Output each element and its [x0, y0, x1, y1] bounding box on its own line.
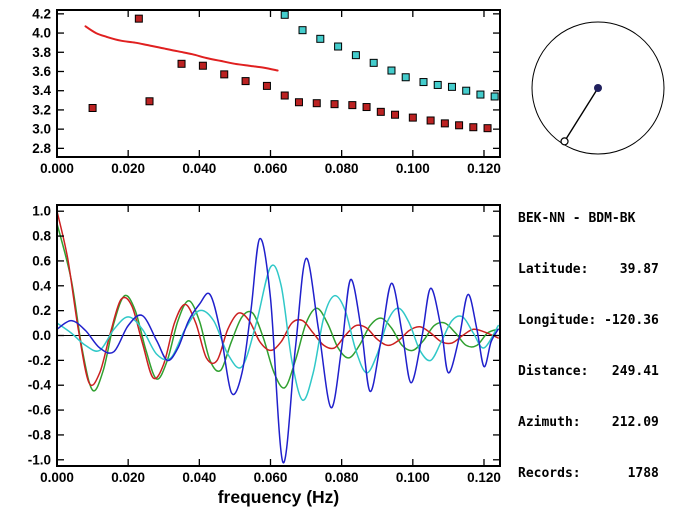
svg-text:0.120: 0.120 — [467, 161, 501, 176]
series-green-trace — [57, 222, 499, 392]
svg-text:0.000: 0.000 — [40, 470, 74, 485]
plot-frame — [56, 9, 501, 158]
svg-text:0.060: 0.060 — [254, 161, 288, 176]
distance-line: Distance: 249.41 — [518, 364, 659, 379]
records-line: Records: 1788 — [518, 466, 659, 481]
series-red-trace — [57, 210, 499, 387]
station-marker — [560, 137, 569, 146]
svg-text:0.020: 0.020 — [111, 470, 145, 485]
svg-text:-0.8: -0.8 — [28, 427, 52, 442]
series-blue-trace — [57, 237, 499, 464]
series-cyan-trace — [57, 264, 499, 401]
series-measured-group-velocity — [88, 14, 492, 133]
azimuth-compass — [531, 21, 665, 155]
svg-text:0.000: 0.000 — [40, 161, 74, 176]
svg-text:4.0: 4.0 — [32, 26, 51, 41]
svg-text:-1.0: -1.0 — [28, 452, 51, 467]
axis-labels: 0.000 0.020 0.040 0.060 0.080 0.100 0.120 2.8 3.… — [32, 6, 501, 176]
svg-text:2.8: 2.8 — [32, 141, 51, 156]
svg-text:0.040: 0.040 — [182, 161, 216, 176]
svg-text:0.080: 0.080 — [325, 470, 359, 485]
series-layer — [57, 210, 499, 464]
svg-text:0.100: 0.100 — [396, 470, 430, 485]
station-pair-title: BEK-NN - BDM-BK — [518, 211, 636, 226]
svg-text:3.8: 3.8 — [32, 45, 51, 60]
longitude-line: Longitude: -120.36 — [518, 313, 659, 328]
svg-text:0.8: 0.8 — [32, 229, 51, 244]
svg-text:3.2: 3.2 — [32, 102, 51, 117]
svg-text:0.060: 0.060 — [254, 470, 288, 485]
x-axis-title: frequency (Hz) — [218, 487, 340, 507]
svg-text:0.080: 0.080 — [325, 161, 359, 176]
svg-text:0.0: 0.0 — [32, 328, 51, 343]
station-info-panel: BEK-NN - BDM-BK Latitude: 39.87 Longitud… — [518, 176, 659, 516]
origin-dot — [594, 84, 602, 92]
series-reference-dispersion-curve — [84, 25, 279, 72]
svg-text:3.6: 3.6 — [32, 64, 51, 79]
svg-text:1.0: 1.0 — [32, 204, 51, 219]
svg-text:0.4: 0.4 — [32, 278, 51, 293]
svg-text:-0.4: -0.4 — [28, 378, 52, 393]
axis-ticks — [56, 205, 500, 466]
series-layer — [84, 10, 499, 133]
latitude-line: Latitude: 39.87 — [518, 262, 659, 277]
azimuth-ray — [563, 87, 599, 142]
svg-text:0.6: 0.6 — [32, 253, 51, 268]
svg-text:0.020: 0.020 — [111, 161, 145, 176]
svg-text:-0.2: -0.2 — [28, 353, 51, 368]
svg-text:-0.6: -0.6 — [28, 403, 52, 418]
svg-text:4.2: 4.2 — [32, 6, 51, 21]
svg-text:0.120: 0.120 — [467, 470, 501, 485]
compass-circle — [531, 21, 665, 155]
dispersion-velocity-chart: 0.000 0.020 0.040 0.060 0.080 0.100 0.120 2.8 3.… — [32, 6, 501, 176]
svg-text:3.0: 3.0 — [32, 122, 51, 137]
axis-labels: 0.000 0.020 0.040 0.060 0.080 0.100 0.120 -1.0 -… — [28, 204, 501, 507]
svg-text:0.100: 0.100 — [396, 161, 430, 176]
svg-text:0.040: 0.040 — [182, 470, 216, 485]
axis-ticks — [56, 10, 500, 157]
svg-text:0.2: 0.2 — [32, 303, 51, 318]
series-predicted-group-velocity — [280, 10, 499, 101]
svg-text:3.4: 3.4 — [32, 83, 51, 98]
correlation-waveform-chart: 0.000 0.020 0.040 0.060 0.080 0.100 0.120 -1.0 -… — [28, 204, 501, 507]
azimuth-line-text: Azimuth: 212.09 — [518, 415, 659, 430]
